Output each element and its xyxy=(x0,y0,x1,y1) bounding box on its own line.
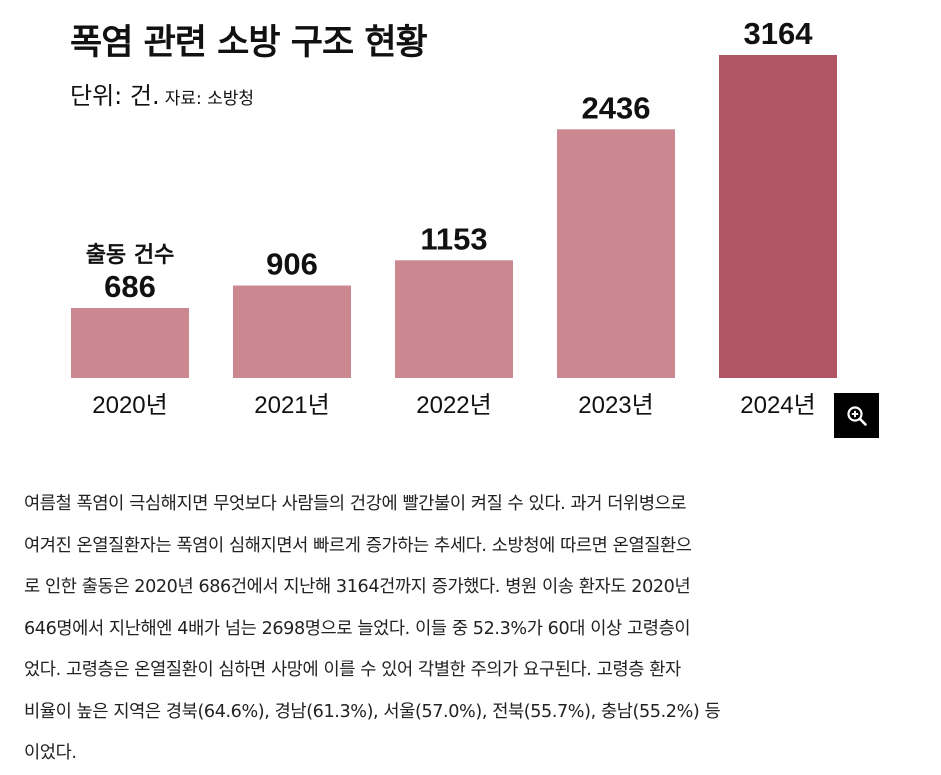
zoom-in-icon xyxy=(846,405,867,426)
series-label: 출동 건수 xyxy=(86,243,175,268)
bar-1 xyxy=(233,285,351,378)
bar-value-label-1: 906 xyxy=(266,247,318,282)
unit-label: 단위: 건. xyxy=(70,82,160,110)
chart-unit-source: 단위: 건. 자료: 소방청 xyxy=(70,76,254,111)
article-line: 여겨진 온열질환자는 폭염이 심해지면서 빠르게 증가하는 추세다. 소방청에 … xyxy=(24,535,692,556)
chart-plot-area: 686 2020년 출동 건수 906 2021년 1153 2022년 2436 2023년 3… xyxy=(71,16,837,419)
x-tick-label-3: 2023년 xyxy=(578,392,653,419)
bar-3 xyxy=(557,129,675,378)
zoom-button[interactable] xyxy=(834,393,879,438)
article-line: 비율이 높은 지역은 경북(64.6%), 경남(61.3%), 서울(57.0… xyxy=(24,701,721,722)
bar-2 xyxy=(395,260,513,378)
article-line: 로 인한 출동은 2020년 686건에서 지난해 3164건까지 증가했다. … xyxy=(24,577,691,597)
bar-0 xyxy=(71,307,189,378)
bar-chart: 686 2020년 출동 건수 906 2021년 1153 2022년 2436 2023년 3… xyxy=(70,16,879,438)
bar-value-label-0: 686 xyxy=(104,269,156,304)
bar-value-label-2: 1153 xyxy=(420,221,487,256)
bar-4 xyxy=(719,55,837,378)
source-label: 자료: 소방청 xyxy=(164,89,255,109)
article-line: 여름철 폭염이 극심해지면 무엇보다 사람들의 건강에 빨간불이 켜질 수 있다… xyxy=(24,494,687,514)
x-tick-label-4: 2024년 xyxy=(740,392,815,419)
x-tick-label-0: 2020년 xyxy=(92,392,167,419)
x-tick-label-1: 2021년 xyxy=(254,392,329,419)
bar-value-label-4: 3164 xyxy=(744,16,814,51)
article-line: 이었다. xyxy=(24,743,77,763)
bar-value-label-3: 2436 xyxy=(582,90,651,125)
chart-title: 폭염 관련 소방 구조 현황 xyxy=(70,23,428,63)
x-tick-label-2: 2022년 xyxy=(416,392,491,419)
article-body: 여름철 폭염이 극심해지면 무엇보다 사람들의 건강에 빨간불이 켜질 수 있다… xyxy=(24,484,904,775)
article-line: 었다. 고령층은 온열질환이 심하면 사망에 이를 수 있어 각별한 주의가 요… xyxy=(24,660,681,680)
article-line: 646명에서 지난해엔 4배가 넘는 2698명으로 늘었다. 이들 중 52.… xyxy=(24,618,691,639)
